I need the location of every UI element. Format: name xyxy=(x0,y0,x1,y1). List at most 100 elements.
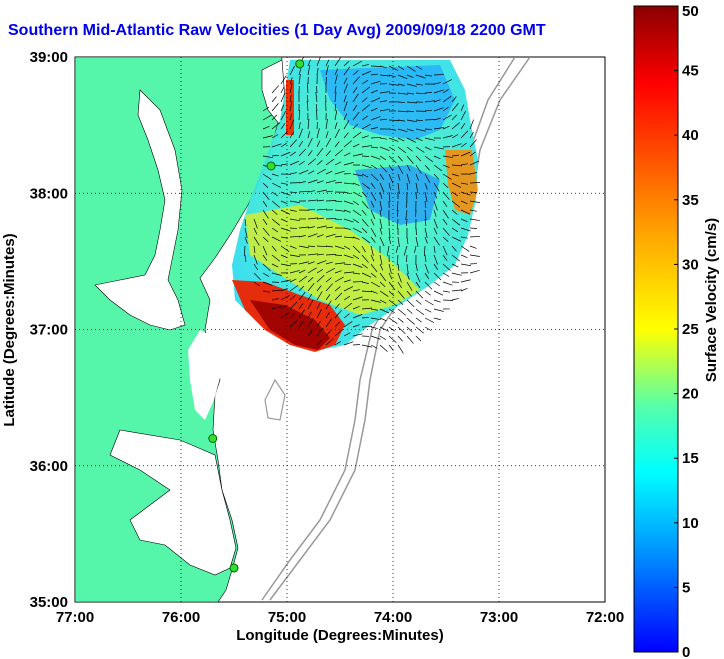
velocity-arrow xyxy=(406,92,414,95)
velocity-arrow xyxy=(307,233,318,238)
velocity-arrow xyxy=(406,128,414,132)
velocity-arrow xyxy=(442,272,450,277)
y-axis-label: Latitude (Degrees:Minutes) xyxy=(1,233,18,426)
velocity-arrow xyxy=(325,233,336,238)
velocity-arrow xyxy=(397,92,408,95)
velocity-arrow xyxy=(343,341,354,346)
velocity-arrow xyxy=(352,60,362,67)
velocity-arrow xyxy=(298,226,309,229)
velocity-arrow xyxy=(388,236,392,244)
velocity-arrow xyxy=(379,91,390,94)
velocity-arrow xyxy=(271,182,282,188)
velocity-arrow xyxy=(370,335,381,340)
velocity-arrow xyxy=(397,110,408,113)
pamlico-sound xyxy=(109,429,237,576)
velocity-arrow xyxy=(397,308,406,316)
velocity-arrow xyxy=(352,236,360,240)
velocity-arrow xyxy=(298,169,309,175)
velocity-arrow xyxy=(433,209,437,217)
velocity-arrow xyxy=(433,82,441,85)
velocity-arrow xyxy=(388,326,395,332)
velocity-arrow xyxy=(424,326,432,331)
velocity-arrow xyxy=(352,333,363,337)
velocity-arrow xyxy=(406,173,411,184)
velocity-arrow xyxy=(395,245,399,253)
y-tick-label: 38:00 xyxy=(30,185,68,202)
velocity-arrow xyxy=(397,326,406,334)
velocity-arrow xyxy=(289,131,294,139)
velocity-arrow xyxy=(442,164,450,168)
velocity-arrow xyxy=(442,155,453,158)
velocity-arrow xyxy=(469,151,476,157)
velocity-arrow xyxy=(307,65,311,76)
velocity-arrow xyxy=(379,218,383,229)
velocity-arrow xyxy=(433,164,443,172)
velocity-arrow xyxy=(361,254,369,263)
bathymetry-contour xyxy=(269,57,531,601)
low-speed-region xyxy=(355,165,440,225)
velocity-arrow xyxy=(352,245,361,254)
velocity-arrow xyxy=(361,164,372,169)
velocity-arrow xyxy=(271,227,278,233)
velocity-arrow xyxy=(424,299,434,306)
velocity-arrow xyxy=(406,218,408,227)
velocity-arrow xyxy=(280,218,288,223)
velocity-arrow xyxy=(361,191,368,198)
velocity-arrow xyxy=(334,181,342,184)
velocity-arrow xyxy=(280,86,285,94)
y-axis-ticks: 39:00 38:00 37:00 36:00 35:00 xyxy=(30,49,68,611)
velocity-arrow xyxy=(343,245,351,250)
velocity-arrow xyxy=(316,291,323,301)
velocity-arrow xyxy=(289,139,297,148)
velocity-arrow xyxy=(415,173,419,181)
velocity-arrow xyxy=(451,134,459,139)
velocity-arrow xyxy=(370,263,378,273)
velocity-arrow xyxy=(406,272,410,280)
velocity-arrow xyxy=(334,270,342,274)
velocity-arrow xyxy=(442,254,448,261)
velocity-arrow xyxy=(379,173,385,181)
velocity-arrow xyxy=(289,278,297,283)
velocity-arrow xyxy=(361,182,371,190)
velocity-arrow xyxy=(334,235,342,238)
velocity-arrow xyxy=(352,123,359,130)
velocity-arrow xyxy=(415,290,424,299)
velocity-arrow xyxy=(262,106,270,112)
velocity-arrow xyxy=(433,245,436,253)
velocity-arrow xyxy=(298,321,304,328)
velocity-arrow xyxy=(397,101,406,103)
velocity-arrow xyxy=(352,209,362,217)
velocity-arrow xyxy=(433,191,438,199)
velocity-arrow xyxy=(415,65,423,70)
velocity-arrow xyxy=(405,209,408,220)
velocity-arrow xyxy=(280,312,290,319)
velocity-arrow xyxy=(343,332,351,337)
velocity-arrow xyxy=(334,57,341,67)
velocity-arrow xyxy=(253,281,260,287)
velocity-arrow xyxy=(289,200,300,204)
velocity-arrow xyxy=(271,218,280,226)
velocity-arrow xyxy=(271,298,279,301)
velocity-arrow xyxy=(397,236,400,247)
velocity-arrow xyxy=(397,182,400,193)
velocity-arrow xyxy=(397,299,404,306)
velocity-arrow xyxy=(406,74,414,78)
colorbar-tick-label: 15 xyxy=(682,450,699,467)
velocity-arrow xyxy=(388,299,398,307)
velocity-arrow xyxy=(379,326,390,332)
velocity-arrow xyxy=(424,173,431,183)
velocity-arrow xyxy=(280,104,285,112)
velocity-arrow xyxy=(424,74,432,77)
velocity-arrow xyxy=(424,92,433,94)
velocity-arrow xyxy=(244,218,247,226)
velocity-arrow xyxy=(460,151,471,157)
velocity-arrow xyxy=(460,163,468,166)
velocity-arrow xyxy=(334,341,342,346)
velocity-arrow xyxy=(289,227,298,229)
velocity-arrow xyxy=(289,312,296,319)
velocity-arrow xyxy=(325,283,333,292)
velocity-arrow xyxy=(424,119,436,121)
velocity-arrow xyxy=(289,77,293,85)
velocity-arrow xyxy=(397,164,404,174)
velocity-arrow xyxy=(433,127,444,130)
